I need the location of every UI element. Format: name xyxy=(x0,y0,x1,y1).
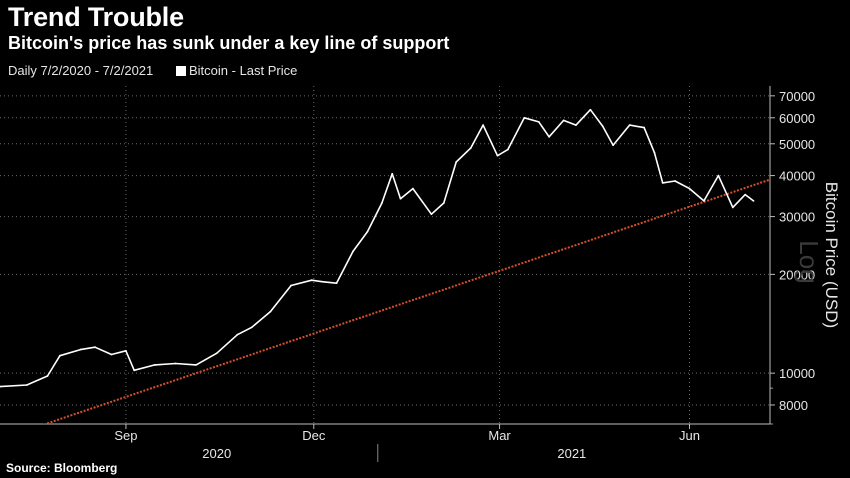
data-point xyxy=(612,144,615,147)
data-point xyxy=(46,375,49,377)
data-point xyxy=(482,124,484,127)
data-point xyxy=(661,182,664,184)
data-point xyxy=(310,279,313,282)
data-point xyxy=(601,125,604,128)
legend-label: Bitcoin - Last Price xyxy=(189,63,298,78)
data-point xyxy=(381,202,383,204)
y-tick-label: 60000 xyxy=(779,111,815,126)
data-point xyxy=(455,161,458,163)
series-line xyxy=(0,108,754,388)
data-point xyxy=(399,197,402,200)
chart-title: Trend Trouble xyxy=(8,2,184,32)
data-point xyxy=(269,310,272,313)
year-label: 2020 xyxy=(202,446,231,461)
x-tick-label: Dec xyxy=(302,428,326,443)
data-point xyxy=(469,147,472,150)
log-scale-mark: Log xyxy=(794,240,824,283)
data-point xyxy=(0,385,1,388)
data-point xyxy=(548,135,551,138)
data-point xyxy=(537,120,540,123)
legend: Bitcoin - Last Price xyxy=(176,63,297,78)
x-tick-label: Jun xyxy=(679,428,700,443)
data-point xyxy=(133,369,136,372)
data-point xyxy=(703,199,705,202)
data-point xyxy=(215,352,218,355)
data-point xyxy=(236,333,239,336)
data-point xyxy=(717,174,720,177)
data-point xyxy=(94,346,96,349)
data-point xyxy=(674,180,676,182)
x-tick-label: Mar xyxy=(488,428,511,443)
data-point xyxy=(153,363,156,366)
y-tick-label: 30000 xyxy=(779,210,815,225)
data-point xyxy=(442,202,445,204)
source-note: Source: Bloomberg xyxy=(6,461,118,475)
data-point xyxy=(352,250,354,253)
data-point xyxy=(430,213,433,216)
data-point xyxy=(752,199,755,202)
data-point xyxy=(79,348,82,351)
data-point xyxy=(366,230,369,233)
year-label: 2021 xyxy=(557,446,586,461)
data-point xyxy=(25,384,28,386)
data-point xyxy=(58,354,61,357)
data-point xyxy=(411,187,414,190)
y-tick-label: 10000 xyxy=(779,366,815,381)
data-point xyxy=(250,326,253,329)
data-point xyxy=(643,126,645,129)
y-axis-label: Bitcoin Price (USD) xyxy=(822,182,841,328)
data-point xyxy=(321,280,323,283)
data-point xyxy=(195,363,198,366)
data-point xyxy=(110,353,113,356)
y-tick-label: 8000 xyxy=(779,398,808,413)
data-point xyxy=(688,187,691,190)
trendline xyxy=(42,178,770,424)
date-range: Daily 7/2/2020 - 7/2/2021 xyxy=(8,63,154,78)
y-tick-label: 20000 xyxy=(779,267,815,282)
data-point xyxy=(335,282,338,285)
data-point xyxy=(628,124,631,127)
data-point xyxy=(290,284,292,287)
y-tick-label: 40000 xyxy=(779,169,815,184)
data-point xyxy=(174,362,177,365)
data-point xyxy=(653,151,656,154)
y-tick-label: 50000 xyxy=(779,137,815,152)
data-point xyxy=(523,116,526,119)
data-point xyxy=(575,124,577,127)
data-point xyxy=(744,193,747,196)
legend-swatch xyxy=(176,65,186,76)
data-point xyxy=(391,172,394,175)
data-point xyxy=(506,148,509,151)
data-point xyxy=(589,108,592,111)
y-tick-label: 70000 xyxy=(779,89,815,104)
x-tick-label: Sep xyxy=(114,428,137,443)
data-point xyxy=(125,349,127,352)
chart-subtitle: Bitcoin's price has sunk under a key lin… xyxy=(8,33,450,53)
data-point xyxy=(496,154,499,157)
data-point xyxy=(731,206,734,209)
data-point xyxy=(562,119,565,122)
